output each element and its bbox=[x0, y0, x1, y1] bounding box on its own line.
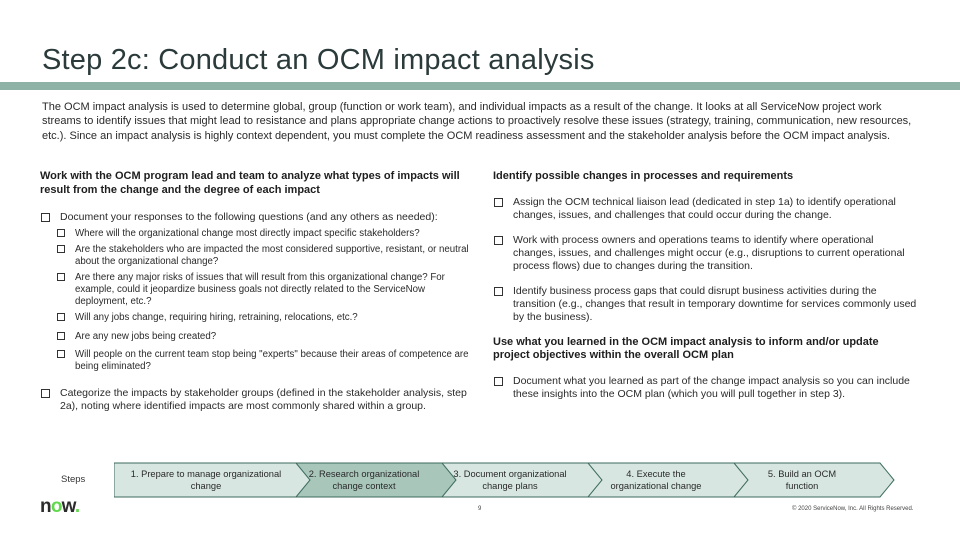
question-item: Will people on the current team stop bei… bbox=[56, 349, 480, 373]
step-chevron-1 bbox=[114, 462, 311, 498]
left-heading: Work with the OCM program lead and team … bbox=[40, 170, 460, 196]
slide-title: Step 2c: Conduct an OCM impact analysis bbox=[42, 44, 595, 76]
item-text: Assign the OCM technical liaison lead (d… bbox=[513, 195, 896, 221]
checkbox-icon bbox=[57, 245, 65, 253]
item-text: Document what you learned as part of the… bbox=[513, 374, 910, 400]
steps-label: Steps bbox=[61, 474, 86, 485]
step-label-5: 5. Build an OCM bbox=[768, 469, 836, 479]
step-label-4: organizational change bbox=[611, 481, 702, 491]
checklist-item: Identify business process gaps that coul… bbox=[493, 285, 918, 324]
question-text: Where will the organizational change mos… bbox=[75, 228, 420, 239]
questions-list: Where will the organizational change mos… bbox=[56, 228, 480, 373]
checkbox-icon bbox=[494, 235, 503, 245]
step-label-2: 2. Research organizational bbox=[309, 469, 420, 479]
checkbox-icon bbox=[494, 376, 503, 386]
checkbox-icon bbox=[41, 389, 50, 398]
checklist-item-document: Document your responses to the following… bbox=[40, 211, 480, 224]
checklist-item-categorize: Categorize the impacts by stakeholder gr… bbox=[40, 387, 480, 413]
question-text: Will any jobs change, requiring hiring, … bbox=[75, 312, 358, 323]
item-text: Categorize the impacts by stakeholder gr… bbox=[60, 387, 467, 412]
page-number: 9 bbox=[478, 506, 482, 512]
question-item: Will any jobs change, requiring hiring, … bbox=[56, 312, 480, 324]
checkbox-icon bbox=[494, 197, 503, 207]
intro-paragraph: The OCM impact analysis is used to deter… bbox=[42, 101, 912, 142]
right-heading-plan: Use what you learned in the OCM impact a… bbox=[493, 335, 879, 362]
servicenow-logo: now. bbox=[40, 496, 80, 517]
question-text: Are there any major risks of issues that… bbox=[75, 272, 445, 307]
checkbox-icon bbox=[57, 350, 65, 358]
step-label-4: 4. Execute the bbox=[626, 469, 685, 479]
steps-chevron-bar: 1. Prepare to manage organizational chang… bbox=[114, 462, 895, 498]
item-text: Identify business process gaps that coul… bbox=[513, 284, 917, 323]
question-item: Are the stakeholders who are impacted th… bbox=[56, 244, 480, 268]
question-text: Will people on the current team stop bei… bbox=[75, 349, 469, 372]
checkbox-icon bbox=[57, 229, 65, 237]
step-label-1: change bbox=[191, 481, 222, 491]
question-text: Are any new jobs being created? bbox=[75, 331, 217, 342]
step-label-2: change context bbox=[332, 481, 395, 491]
checkbox-icon bbox=[57, 313, 65, 321]
copyright-text: © 2020 ServiceNow, Inc. All Rights Reser… bbox=[792, 506, 914, 512]
step-label-1: 1. Prepare to manage organizational bbox=[131, 469, 281, 479]
question-text: Are the stakeholders who are impacted th… bbox=[75, 244, 469, 267]
question-item: Where will the organizational change mos… bbox=[56, 228, 480, 240]
checklist-item: Document what you learned as part of the… bbox=[493, 375, 918, 401]
checkbox-icon bbox=[57, 332, 65, 340]
item-text: Work with process owners and operations … bbox=[513, 233, 905, 272]
step-label-5: function bbox=[786, 481, 819, 491]
step-label-3: change plans bbox=[482, 481, 538, 491]
checklist-item: Assign the OCM technical liaison lead (d… bbox=[493, 196, 918, 222]
checkbox-icon bbox=[41, 213, 50, 222]
question-item: Are there any major risks of issues that… bbox=[56, 272, 480, 308]
step-label-3: 3. Document organizational bbox=[453, 469, 566, 479]
question-item: Are any new jobs being created? bbox=[56, 331, 480, 343]
right-column: Identify possible changes in processes a… bbox=[493, 170, 918, 401]
left-column: Work with the OCM program lead and team … bbox=[40, 170, 480, 413]
checkbox-icon bbox=[494, 286, 503, 296]
checkbox-icon bbox=[57, 273, 65, 281]
item-text: Document your responses to the following… bbox=[60, 211, 438, 223]
title-divider bbox=[0, 82, 960, 90]
checklist-item: Work with process owners and operations … bbox=[493, 234, 918, 273]
right-heading-processes: Identify possible changes in processes a… bbox=[493, 170, 794, 182]
